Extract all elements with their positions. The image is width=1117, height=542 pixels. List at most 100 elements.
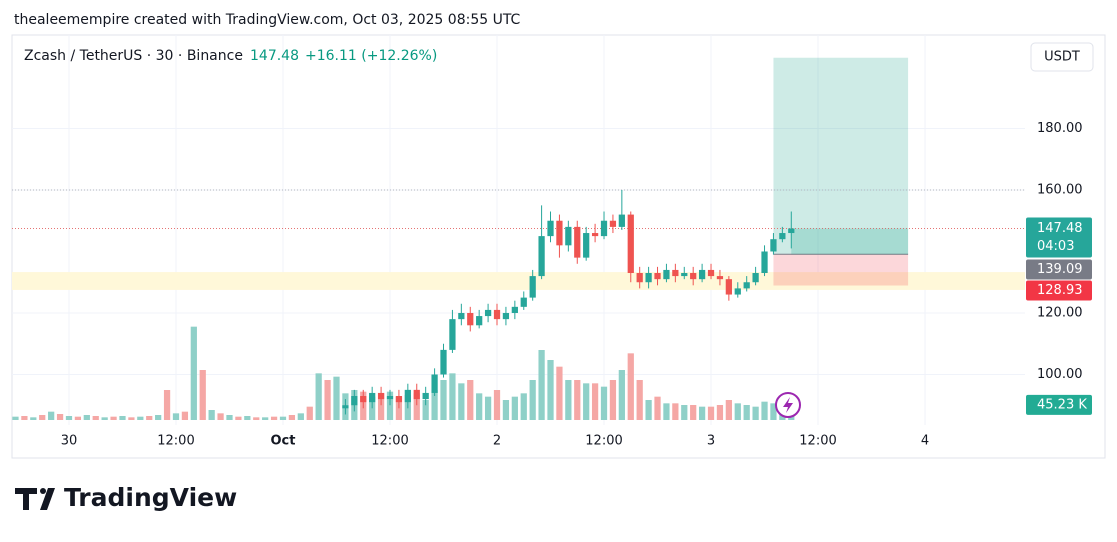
volume-bar	[297, 413, 304, 420]
last-price-label: 147.48	[1037, 221, 1083, 236]
volume-bar	[119, 416, 126, 420]
candle-body	[413, 389, 420, 400]
volume-bar	[770, 403, 777, 420]
volume-bar	[484, 396, 492, 420]
volume-bar	[725, 400, 732, 420]
volume-bar	[413, 393, 420, 420]
candle-body	[440, 349, 447, 375]
volume-bar	[663, 403, 670, 420]
currency-box[interactable]	[1030, 42, 1094, 72]
y-tick-label: 120.00	[1037, 305, 1083, 320]
volume-bar	[734, 403, 741, 420]
volume-bar	[618, 370, 625, 420]
candle-body	[600, 220, 608, 237]
candle-body	[609, 220, 617, 227]
volume-bar	[547, 360, 554, 420]
volume-bar	[600, 386, 608, 420]
candle-body	[690, 273, 697, 280]
volume-bar	[440, 380, 447, 420]
x-tick-label: Oct	[271, 434, 296, 449]
volume-bar	[458, 383, 465, 420]
volume-bar	[244, 416, 251, 420]
volume-bar	[253, 417, 260, 420]
candle-body	[698, 269, 706, 280]
candle-body	[645, 273, 652, 283]
last-price-box	[1026, 217, 1092, 258]
volume-bar	[181, 411, 189, 420]
y-tick-label: 100.00	[1037, 367, 1083, 382]
volume-bar	[529, 380, 536, 420]
volume-bar	[672, 403, 679, 420]
volume-bar	[449, 373, 456, 420]
volume-bar	[279, 416, 287, 420]
candle-body	[565, 226, 572, 246]
volume-bar	[12, 416, 19, 420]
x-tick-label: 30	[61, 434, 78, 449]
candle-body	[725, 279, 732, 295]
logo-dot	[40, 488, 46, 494]
volume-bar	[690, 405, 697, 420]
y-tick-label: 180.00	[1037, 121, 1083, 136]
volume-bar	[716, 405, 724, 420]
volume-bar	[101, 417, 108, 420]
candle-body	[591, 233, 599, 237]
volume-bar	[288, 415, 296, 420]
x-tick-label: 2	[493, 434, 501, 449]
volume-bar	[190, 326, 197, 420]
volume-bar	[681, 405, 688, 420]
candle-body	[681, 273, 688, 277]
volume-bar	[431, 390, 438, 420]
volume-bar	[217, 413, 224, 420]
candle-body	[752, 273, 759, 283]
candle-body	[556, 220, 563, 246]
volume-bar	[743, 405, 750, 420]
candle-body	[529, 276, 536, 298]
candle-body	[458, 312, 465, 320]
candle-body	[395, 396, 403, 403]
volume-bar	[538, 350, 545, 420]
candle-body	[369, 392, 376, 403]
candle-body	[770, 239, 777, 252]
currency: USDT	[1044, 50, 1080, 65]
candle-body	[716, 276, 724, 280]
volume-bar	[591, 383, 599, 420]
position-overlap	[791, 228, 909, 255]
lightning-glyph	[783, 397, 793, 413]
x-tick-label: 12:00	[585, 434, 622, 449]
volume-label: 45.23 K	[1037, 397, 1087, 412]
volume-bar	[707, 406, 715, 420]
candle-body	[583, 233, 590, 258]
volume-bar	[110, 416, 117, 420]
candle-body	[779, 233, 786, 240]
volume-bar	[163, 390, 171, 420]
volume-bar	[636, 380, 643, 420]
candle-body	[342, 405, 349, 409]
x-tick-label: 3	[707, 434, 715, 449]
candle-body	[449, 319, 456, 350]
volume-bar	[627, 353, 634, 420]
candle-body	[351, 396, 358, 406]
volume-bar	[270, 416, 278, 420]
candle-body	[377, 392, 385, 400]
chart-frame	[11, 34, 1106, 459]
candle-body	[431, 374, 438, 393]
volume-bar	[56, 414, 64, 420]
candle-body	[386, 396, 394, 400]
candle-body	[511, 306, 518, 313]
volume-bar	[333, 376, 340, 420]
price-change: +16.11 (+12.26%)	[305, 48, 437, 64]
volume-bar	[128, 417, 135, 420]
candle-body	[636, 273, 643, 283]
volume-bar	[226, 415, 233, 420]
logo-text: TradingView	[64, 483, 237, 512]
volume-bar	[609, 380, 617, 420]
plot	[12, 35, 1025, 425]
volume-bar	[92, 416, 99, 420]
candle-body	[422, 392, 429, 400]
candle-body	[360, 396, 367, 403]
candle-body	[734, 288, 741, 295]
candle-body	[654, 273, 661, 280]
candle-body	[502, 312, 510, 320]
candle-body	[547, 220, 554, 237]
